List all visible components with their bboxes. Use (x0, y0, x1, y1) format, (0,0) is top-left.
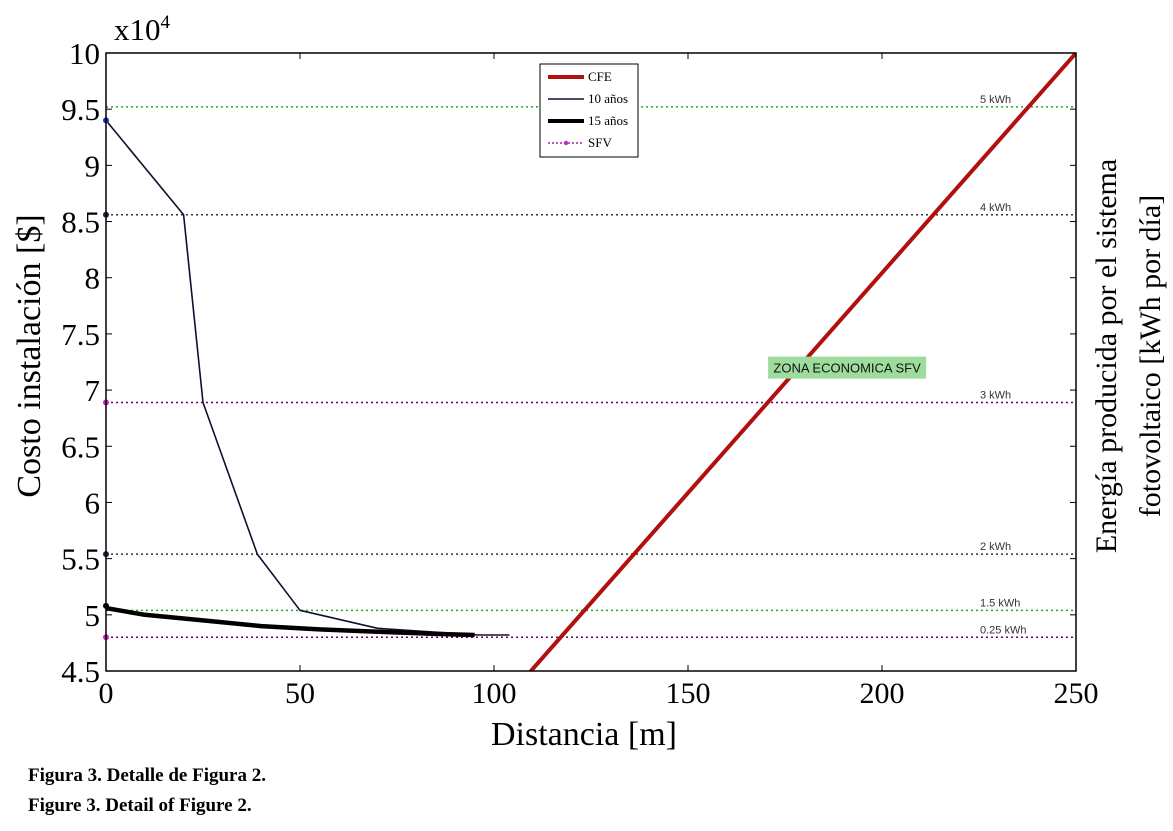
reference-line-label: 4 kWh (980, 202, 1011, 214)
plot-frame (105, 52, 1077, 672)
reference-line-label: 5 kWh (980, 94, 1011, 106)
reference-line-label: 0.25 kWh (980, 624, 1026, 636)
y-tick-label: 6 (85, 485, 101, 520)
right-axis-label-line2: fotovoltaico [kWh por día] (1134, 195, 1167, 517)
legend-marker (563, 140, 569, 146)
y-tick-label: 10 (69, 36, 100, 71)
multiplier-label: x104 (114, 12, 171, 47)
x-tick-label: 100 (472, 677, 517, 710)
y-tick-label: 5 (85, 598, 101, 633)
x-tick-label: 50 (285, 677, 315, 710)
reference-line-label: 2 kWh (980, 541, 1011, 553)
y-axis-label: Costo instalación [$] (11, 214, 48, 497)
y-tick-label: 8 (85, 261, 101, 296)
y-tick-label: 6.5 (61, 429, 100, 464)
reference-line-label: 3 kWh (980, 389, 1011, 401)
y-tick-label: 5.5 (61, 542, 100, 577)
y-tick-label: 7.5 (61, 317, 100, 352)
reference-line-label: 1.5 kWh (980, 597, 1020, 609)
plot-area: 5 kWh 4 kWh 3 kWh 2 kWh 1.5 kWh 0.25 kWh 0 50 10… (61, 36, 1098, 710)
y-tick-label: 9.5 (61, 92, 100, 127)
annotation-text: ZONA ECONOMICA SFV (773, 361, 921, 376)
legend-label: 15 años (588, 113, 628, 128)
y-tick-label: 4.5 (61, 654, 100, 689)
caption-spanish: Figura 3. Detalle de Figura 2. (28, 765, 266, 786)
legend-label: CFE (588, 69, 612, 84)
y-tick-label: 8.5 (61, 205, 100, 240)
legend-label: 10 años (588, 91, 628, 106)
legend-label: SFV (588, 135, 612, 150)
right-axis-label-line1: Energía producida por el sistema (1090, 159, 1123, 553)
x-tick-label: 0 (99, 677, 114, 710)
x-tick-label: 150 (666, 677, 711, 710)
y-tick-label: 7 (85, 373, 101, 408)
legend: CFE 10 años 15 años SFV (539, 63, 639, 158)
x-axis-label: Distancia [m] (491, 716, 677, 753)
x-tick-label: 250 (1054, 677, 1099, 710)
series-10-años (106, 119, 510, 636)
x-tick-label: 200 (860, 677, 905, 710)
series-15-años (106, 605, 475, 638)
caption-english: Figure 3. Detail of Figure 2. (28, 795, 252, 816)
y-tick-label: 9 (85, 148, 101, 183)
annotation-box (768, 356, 927, 379)
legend-box (539, 63, 639, 158)
